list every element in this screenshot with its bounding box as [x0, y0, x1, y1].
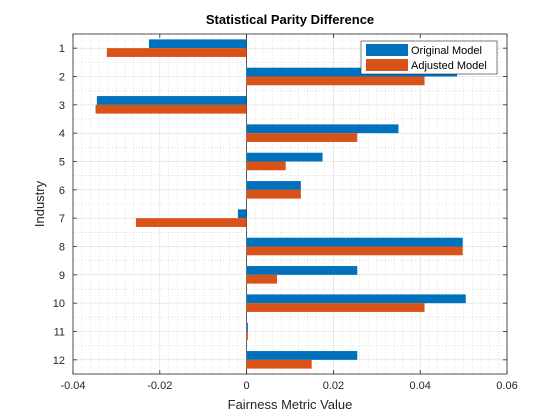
- y-tick-label: 2: [59, 72, 65, 84]
- x-tick-label: 0: [244, 380, 250, 392]
- y-tick-label: 3: [59, 100, 65, 112]
- y-tick-label: 9: [59, 270, 65, 282]
- bar-adjusted-8: [246, 246, 463, 256]
- x-tick-label: 0.02: [323, 380, 344, 392]
- y-tick-label: 7: [59, 213, 65, 225]
- bar-original-9: [246, 266, 358, 275]
- y-tick-label: 4: [59, 128, 65, 140]
- bar-original-10: [246, 294, 466, 304]
- y-tick-label: 11: [54, 327, 65, 339]
- x-tick-label: 0.04: [409, 380, 430, 392]
- bar-adjusted-9: [246, 274, 277, 284]
- bar-original-1: [148, 39, 247, 49]
- bar-adjusted-11: [246, 331, 248, 341]
- bar-original-4: [246, 124, 399, 134]
- y-tick-label: 1: [59, 43, 65, 55]
- x-tick-label: -0.02: [147, 380, 172, 392]
- bar-original-8: [246, 237, 463, 247]
- bar-original-7: [237, 209, 247, 219]
- x-axis-title: Fairness Metric Value: [228, 397, 353, 412]
- bar-adjusted-7: [135, 218, 247, 227]
- y-tick-label: 6: [59, 185, 65, 197]
- bar-original-11: [246, 322, 248, 332]
- bar-original-5: [246, 152, 323, 162]
- y-tick-label: 10: [53, 298, 65, 310]
- bar-adjusted-5: [246, 161, 286, 171]
- legend-label-original: Original Model: [411, 45, 482, 57]
- bar-original-2: [246, 67, 458, 77]
- legend-swatch-original: [366, 44, 408, 56]
- bar-adjusted-3: [95, 104, 247, 114]
- bar-adjusted-4: [246, 133, 358, 142]
- bar-original-6: [246, 181, 301, 190]
- legend-swatch-adjusted: [366, 59, 408, 71]
- bar-adjusted-1: [106, 48, 247, 57]
- bar-original-3: [96, 96, 247, 105]
- plot-border: [72, 33, 508, 375]
- bar-adjusted-12: [246, 359, 312, 369]
- y-tick-label: 5: [59, 157, 65, 169]
- y-axis-title: Industry: [32, 180, 47, 227]
- x-tick-label: -0.04: [60, 380, 85, 392]
- bar-adjusted-6: [246, 189, 301, 199]
- bar-adjusted-10: [246, 303, 425, 312]
- legend[interactable]: Original Model Adjusted Model: [360, 40, 498, 75]
- x-tick-label: 0.06: [496, 380, 517, 392]
- y-tick-label: 8: [59, 242, 65, 254]
- x-ticks: -0.04 -0.02 0 0.02 0.04 0.06: [60, 34, 518, 392]
- bar-adjusted-2: [246, 76, 425, 86]
- bars: [95, 39, 466, 369]
- chart-title: Statistical Parity Difference: [206, 12, 374, 27]
- y-tick-label: 12: [53, 355, 65, 367]
- bar-original-12: [246, 351, 358, 360]
- legend-label-adjusted: Adjusted Model: [411, 60, 487, 72]
